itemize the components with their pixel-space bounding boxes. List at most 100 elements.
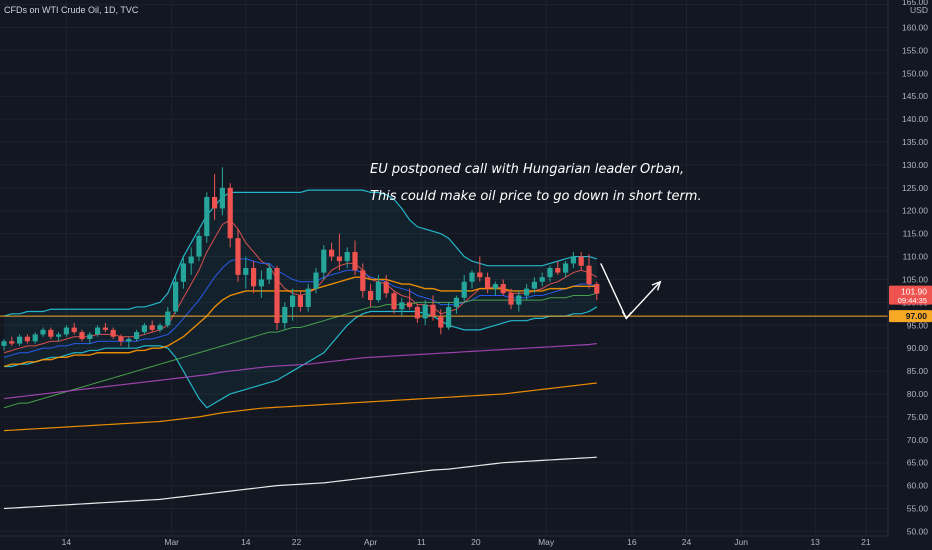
x-tick-label: Mar — [164, 537, 179, 547]
candle-body — [461, 281, 467, 298]
y-tick-label: 50.00 — [907, 526, 929, 536]
candle-body — [516, 295, 522, 305]
last-price-tag[interactable] — [889, 285, 932, 305]
candle-body — [32, 334, 38, 342]
y-tick-label: 70.00 — [907, 435, 929, 445]
y-tick-label: 110.00 — [903, 252, 929, 262]
candle-body — [24, 336, 30, 342]
candle-body — [594, 284, 600, 294]
candle-body — [586, 265, 592, 285]
candle-body — [79, 332, 85, 340]
candle-body — [570, 256, 576, 264]
level-tag-label: 97.00 — [906, 311, 928, 321]
annotation-line-2: This could make oil price to go down in … — [370, 189, 702, 204]
candle-body — [149, 325, 155, 330]
candle-body — [500, 284, 506, 294]
candle-body — [391, 293, 397, 310]
candle-body — [492, 284, 498, 289]
projection-arrow-head — [651, 280, 662, 291]
candle-body — [282, 306, 288, 323]
series-line-bollinger-lower — [4, 306, 598, 409]
candle-body — [524, 288, 530, 296]
candle-body — [102, 327, 108, 330]
x-tick-label: 21 — [861, 537, 871, 547]
candle-body — [329, 249, 335, 257]
y-tick-label: 55.00 — [907, 504, 929, 514]
candle-body — [173, 281, 179, 312]
candle-body — [251, 268, 257, 287]
candle-body — [305, 288, 311, 307]
y-tick-label: 125.00 — [902, 183, 928, 193]
candle-body — [438, 316, 444, 328]
series-line-ema-150 — [3, 382, 597, 432]
y-tick-label: 90.00 — [907, 343, 929, 353]
candle-body — [9, 341, 15, 344]
candle-body — [321, 249, 327, 273]
x-tick-label: May — [538, 537, 555, 547]
series-line-ema-50 — [3, 292, 597, 409]
candle-body — [227, 187, 233, 239]
price-axis-panel[interactable] — [888, 0, 932, 550]
candle-body — [414, 306, 420, 319]
candle-body — [141, 325, 147, 333]
currency-label: USD — [910, 5, 928, 15]
candle-body — [235, 238, 241, 275]
series-line-bollinger-upper — [3, 189, 597, 317]
candle-body — [485, 277, 491, 289]
countdown-label: 09:44:35 — [898, 296, 927, 305]
candle-body — [368, 290, 374, 301]
y-tick-label: 85.00 — [907, 366, 929, 376]
candle-body — [95, 327, 101, 335]
candle-body — [375, 281, 381, 301]
y-tick-label: 80.00 — [907, 389, 929, 399]
y-tick-label: 160.00 — [902, 22, 928, 32]
candle-body — [118, 336, 124, 342]
x-tick-label: 11 — [417, 537, 426, 547]
candle-body — [180, 263, 186, 282]
x-tick-label: 14 — [241, 537, 251, 547]
candle-body — [430, 304, 436, 317]
candle-body — [188, 256, 194, 264]
series-line-ema-mid — [3, 258, 597, 358]
last-price-label: 101.90 — [901, 287, 927, 297]
candle-body — [344, 251, 350, 262]
y-tick-label: 150.00 — [902, 68, 928, 78]
candle-body — [266, 268, 272, 280]
candle-body — [563, 263, 569, 273]
y-tick-label: 95.00 — [907, 320, 929, 330]
candle-body — [539, 277, 545, 282]
candle-body — [422, 304, 428, 319]
candle-body — [336, 256, 342, 262]
series-line-ema-200 — [3, 456, 597, 510]
x-tick-label: Jun — [734, 537, 748, 547]
candle-body — [87, 334, 93, 340]
series-line-ema-100 — [3, 342, 597, 400]
candle-body — [258, 279, 264, 287]
x-tick-label: 20 — [471, 537, 481, 547]
candle-body — [407, 302, 413, 307]
candle-body — [274, 268, 280, 323]
projection-arrow-mid-head — [621, 311, 632, 320]
candle-body — [360, 270, 366, 291]
y-tick-label: 75.00 — [907, 412, 929, 422]
y-tick-label: 155.00 — [902, 45, 928, 55]
candle-body — [508, 293, 514, 305]
candle-body — [578, 256, 584, 266]
y-tick-label: 135.00 — [902, 137, 928, 147]
y-tick-label: 165.00 — [902, 0, 928, 7]
candle-body — [126, 339, 132, 342]
y-tick-label: 105.00 — [902, 274, 928, 284]
candle-body — [1, 341, 7, 346]
candle-body — [219, 187, 225, 209]
x-tick-label: 22 — [292, 537, 302, 547]
x-tick-label: 16 — [627, 537, 637, 547]
y-tick-label: 65.00 — [907, 458, 929, 468]
candle-body — [555, 268, 561, 273]
x-tick-label: Apr — [364, 537, 377, 547]
x-tick-label: 24 — [682, 537, 692, 547]
level-tag[interactable] — [889, 310, 932, 323]
chart-title: CFDs on WTI Crude Oil, 1D, TVC — [4, 5, 139, 15]
